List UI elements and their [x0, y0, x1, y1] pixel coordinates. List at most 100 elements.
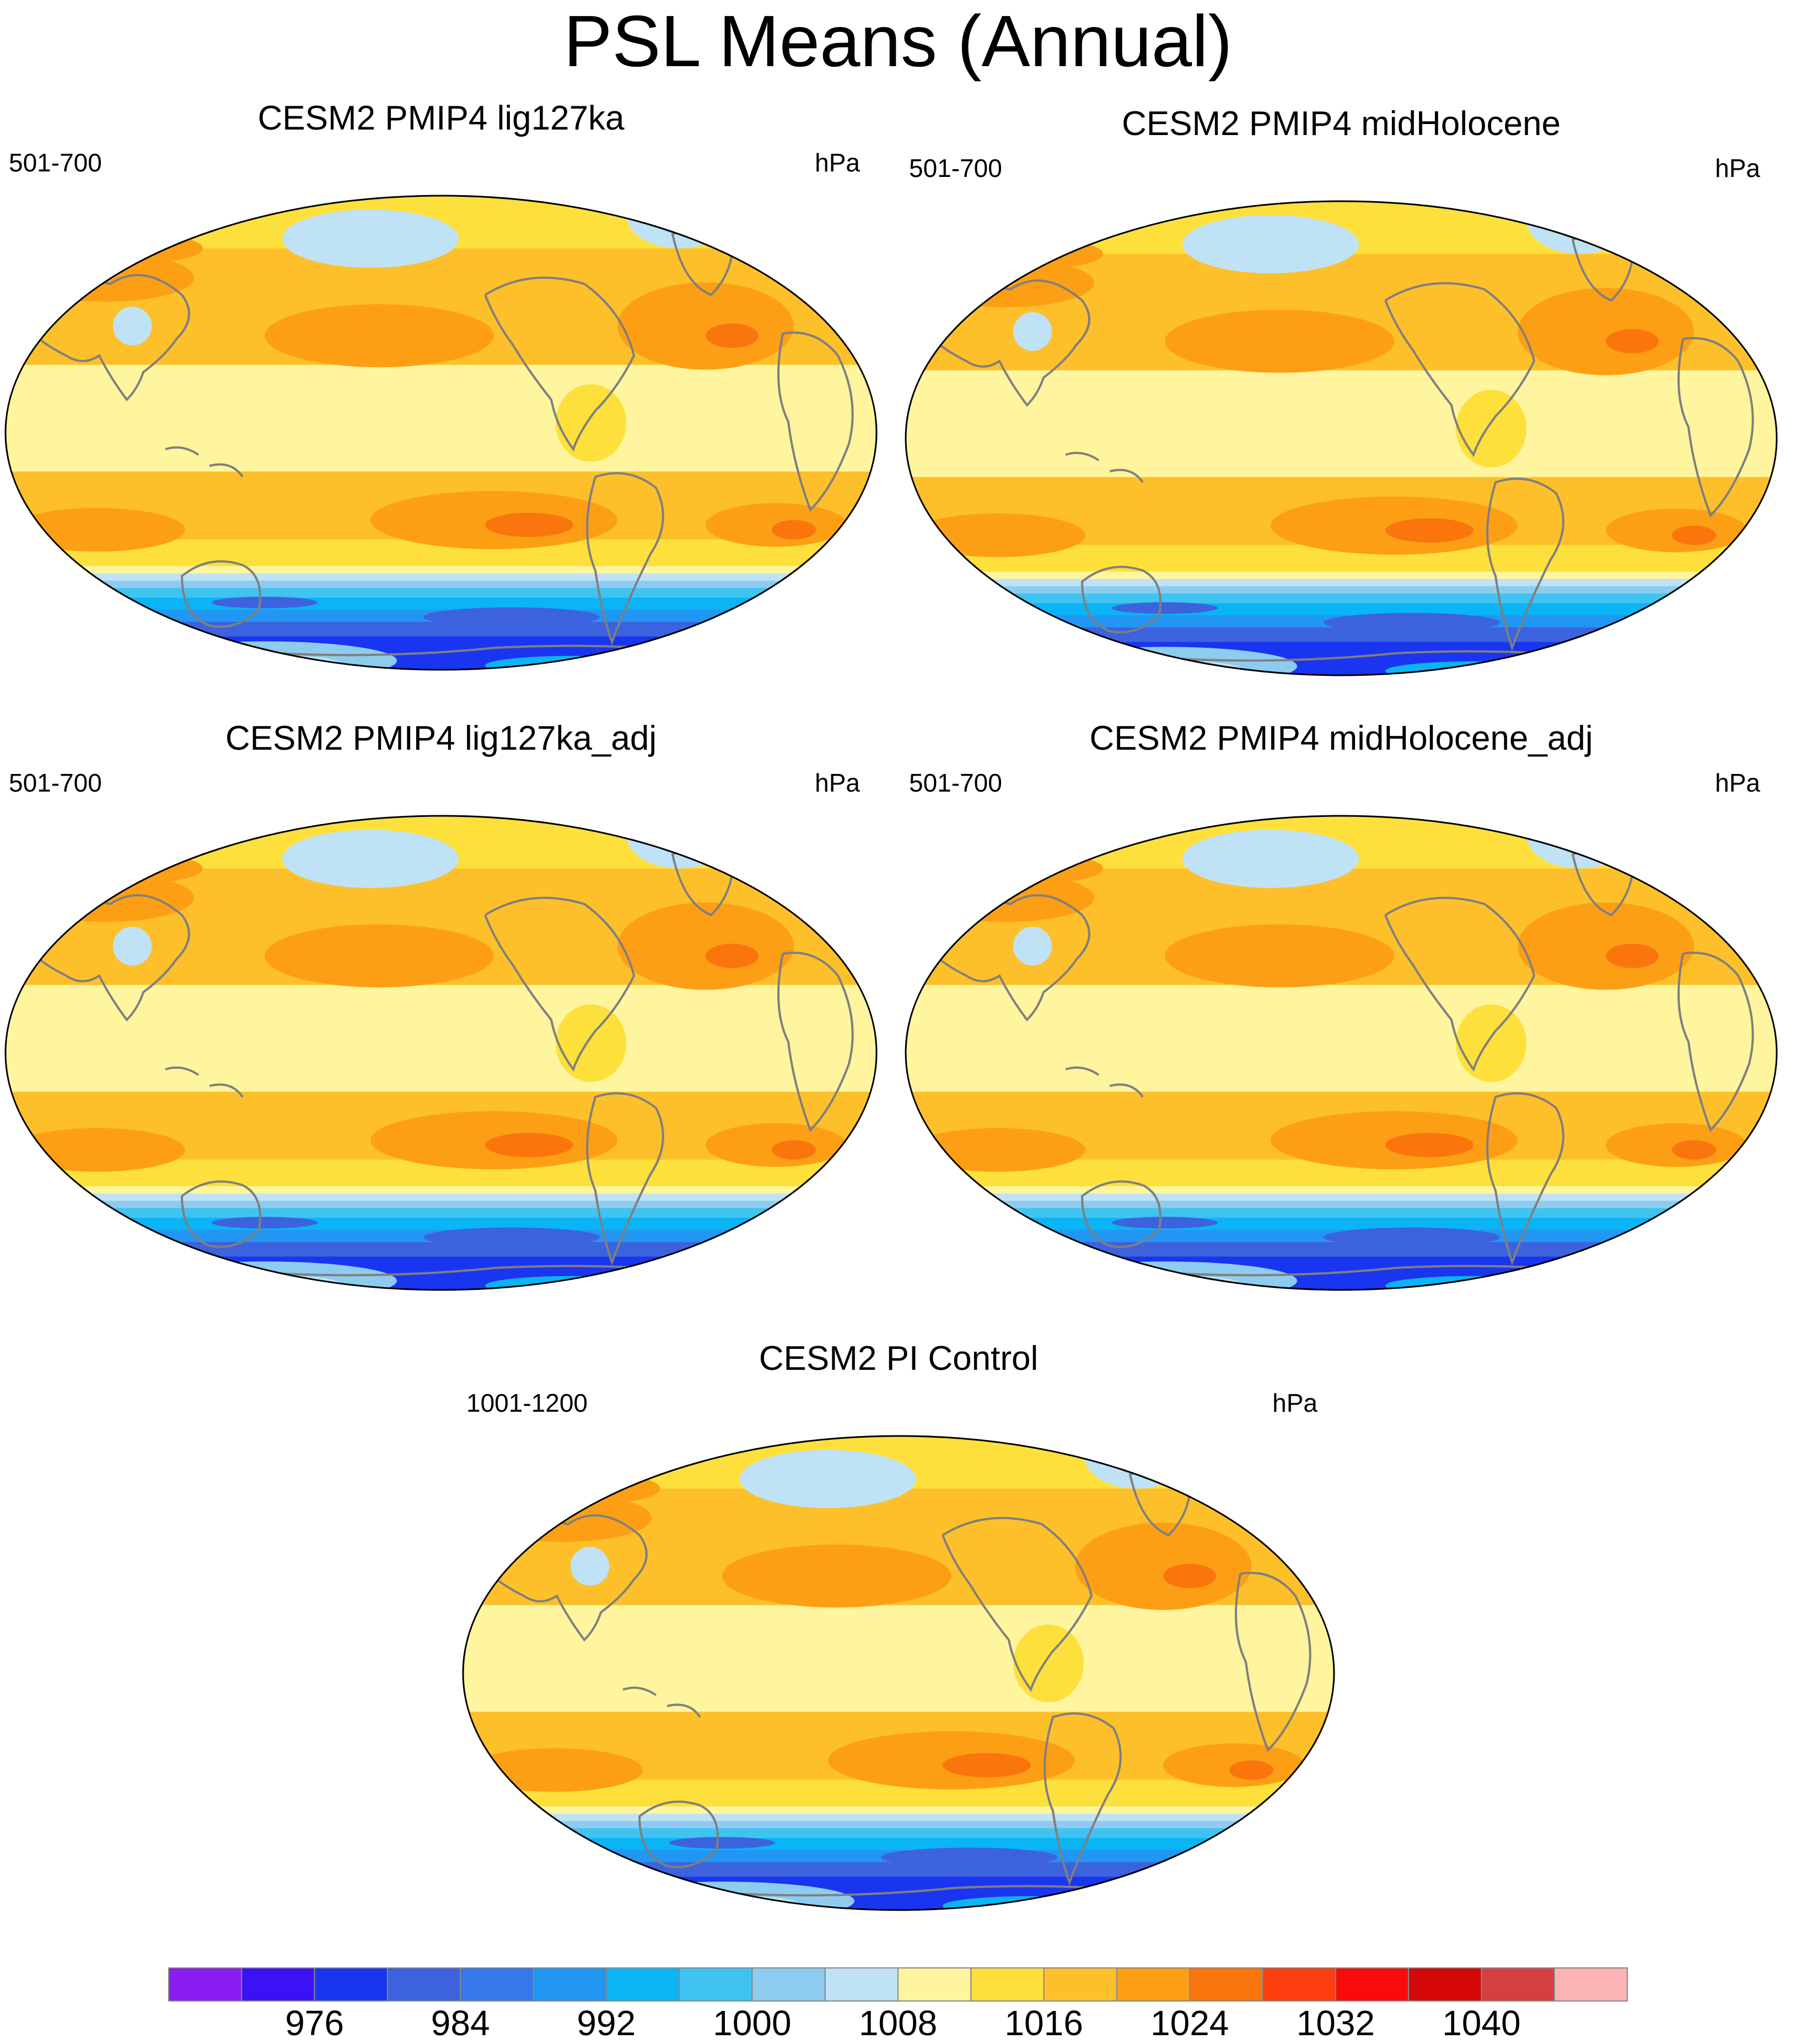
pressure-band: [463, 1828, 1334, 1839]
colorbar-swatch: [314, 1967, 388, 2002]
colorbar-swatch: [824, 1967, 899, 2002]
pressure-cell: [1518, 902, 1694, 990]
pressure-cell: [1013, 927, 1052, 966]
panel-units: hPa: [1715, 154, 1760, 182]
pressure-cell: [881, 1847, 1057, 1867]
pressure-band: [6, 622, 877, 637]
pressure-cell: [485, 1133, 573, 1158]
psl-field: [906, 816, 1777, 1290]
coastline: [21, 894, 190, 1022]
coastline: [484, 276, 636, 452]
pressure-cell: [1112, 1217, 1218, 1229]
pressure-cell: [423, 1227, 600, 1247]
coastline: [622, 1686, 701, 1718]
panel-years: 501-700: [9, 768, 102, 797]
map-border: [4, 195, 878, 671]
pressure-cell: [570, 1547, 610, 1586]
coastline: [638, 1800, 719, 1868]
coastline: [1065, 1066, 1144, 1098]
pressure-band: [463, 1814, 1334, 1822]
panel-title: CESM2 PI Control: [759, 1340, 1039, 1378]
map-panel-lig127ka-adj: CESM2 PMIP4 lig127ka_adj 501-700 hPa: [0, 717, 882, 1295]
colorbar-label: 1016: [1004, 2003, 1083, 2043]
coastline: [165, 1066, 244, 1098]
pressure-band: [6, 364, 877, 472]
pressure-cell: [79, 234, 203, 263]
colorbar-label: 1000: [713, 2003, 792, 2043]
pressure-cell: [238, 1276, 344, 1290]
panel-units: hPa: [815, 148, 860, 177]
pressure-band: [6, 1193, 877, 1202]
colorbar-swatch: [168, 1967, 243, 2002]
pressure-band: [6, 580, 877, 589]
pressure-band: [6, 1186, 877, 1195]
pressure-cell: [112, 306, 152, 346]
pressure-cell: [1456, 390, 1526, 467]
coastline: [921, 279, 1090, 407]
coastline: [1080, 1180, 1162, 1248]
pressure-cell: [706, 324, 759, 348]
pressure-cell: [556, 384, 626, 462]
pressure-cell: [112, 927, 152, 966]
colorbar-label: 1008: [858, 2003, 938, 2043]
panel-years: 501-700: [909, 768, 1002, 797]
colorbar-swatch: [897, 1967, 972, 2002]
map-border: [905, 815, 1778, 1291]
pressure-band: [906, 1186, 1777, 1195]
pressure-cell: [1112, 602, 1218, 614]
psl-field: [6, 196, 877, 670]
pressure-cell: [980, 239, 1103, 268]
pressure-cell: [1385, 1133, 1474, 1158]
pressure-cell: [740, 1450, 916, 1508]
colorbar-swatch: [1116, 1967, 1191, 2002]
pressure-cell: [556, 1004, 626, 1082]
colorbar-swatch: [1262, 1967, 1336, 2002]
pressure-band: [463, 1605, 1334, 1713]
colorbar-swatch: [679, 1967, 753, 2002]
pressure-band: [6, 1201, 877, 1209]
pressure-cell: [9, 508, 185, 552]
colorbar-swatch: [533, 1967, 607, 2002]
pressure-cell: [282, 209, 459, 268]
panel-title: CESM2 PMIP4 midHolocene_adj: [1089, 719, 1593, 757]
pressure-cell: [1672, 525, 1716, 545]
coastline: [1044, 1712, 1122, 1886]
psl-field: [463, 1436, 1334, 1910]
pressure-cell: [485, 513, 573, 537]
coastline: [484, 896, 636, 1072]
pressure-cell: [980, 854, 1103, 883]
pressure-cell: [1165, 309, 1394, 373]
pressure-cell: [1518, 288, 1694, 375]
pressure-cell: [1456, 1004, 1526, 1082]
pressure-band: [463, 1806, 1334, 1815]
pressure-cell: [669, 1837, 775, 1849]
coastline: [180, 1180, 261, 1248]
pressure-band: [6, 566, 877, 574]
pressure-band: [906, 627, 1777, 643]
pressure-cell: [1138, 1276, 1244, 1290]
coastline: [1384, 896, 1536, 1072]
pressure-cell: [238, 655, 344, 670]
pressure-cell: [1182, 830, 1359, 888]
coastline: [1235, 1572, 1311, 1752]
map-border: [4, 815, 878, 1291]
pressure-band: [906, 1201, 1777, 1209]
pressure-band: [906, 586, 1777, 594]
psl-field: [6, 816, 877, 1290]
coastline: [21, 274, 190, 402]
pressure-cell: [265, 304, 494, 368]
pressure-band: [6, 573, 877, 582]
pressure-cell: [696, 1896, 802, 1910]
panel-units: hPa: [1715, 768, 1760, 797]
colorbar-label: 1032: [1296, 2003, 1375, 2043]
map-panel-midholocene-adj: CESM2 PMIP4 midHolocene_adj 501-700 hPa: [900, 717, 1782, 1295]
map-panel-pi-control: CESM2 PI Control 1001-1200 hPa: [458, 1337, 1340, 1916]
pressure-band: [463, 1862, 1334, 1878]
colorbar-swatch: [1553, 1967, 1628, 2002]
pressure-cell: [1606, 329, 1659, 353]
colorbar-swatch: [970, 1967, 1045, 2002]
panel-title: CESM2 PMIP4 lig127ka: [257, 99, 625, 137]
pressure-cell: [909, 1128, 1085, 1172]
coastline: [942, 1516, 1093, 1692]
pressure-band: [906, 572, 1777, 580]
